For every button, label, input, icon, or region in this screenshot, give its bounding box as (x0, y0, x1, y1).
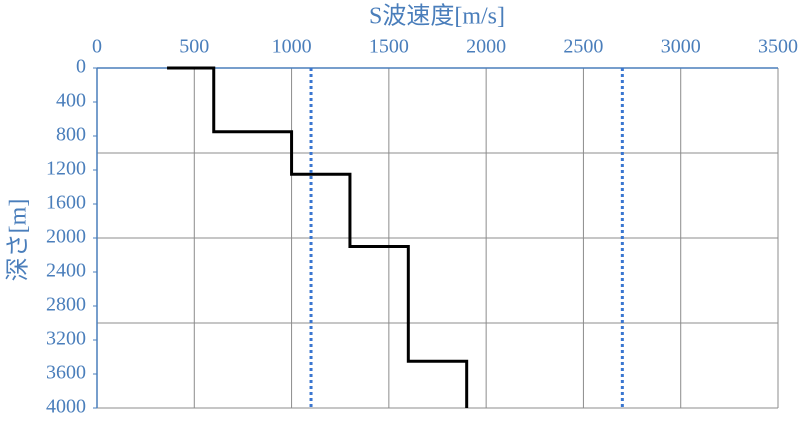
x-tick-label: 3000 (661, 36, 701, 58)
y-tick-label: 3600 (46, 362, 86, 384)
y-tick-label: 400 (56, 90, 86, 112)
x-tick-label: 0 (92, 36, 102, 58)
y-tick-label: 1200 (46, 158, 86, 180)
chart-title: S波速度[m/s] (369, 3, 505, 30)
x-tick-label: 1000 (272, 36, 312, 58)
x-tick-label: 2500 (563, 36, 603, 58)
x-tick-label: 1500 (369, 36, 409, 58)
y-tick-label: 2800 (46, 294, 86, 316)
y-tick-label: 2000 (46, 226, 86, 248)
x-tick-label: 500 (179, 36, 209, 58)
velocity-profile (167, 66, 469, 408)
y-tick-label: 800 (56, 124, 86, 146)
y-tick-label: 4000 (46, 396, 86, 418)
x-tick-label: 2000 (466, 36, 506, 58)
y-axis-label: 深さ[m] (5, 199, 32, 282)
y-tick-label: 3200 (46, 328, 86, 350)
y-tick-label: 0 (76, 56, 86, 78)
y-tick-label: 2400 (46, 260, 86, 282)
x-tick-label: 3500 (758, 36, 798, 58)
y-tick-label: 1600 (46, 192, 86, 214)
